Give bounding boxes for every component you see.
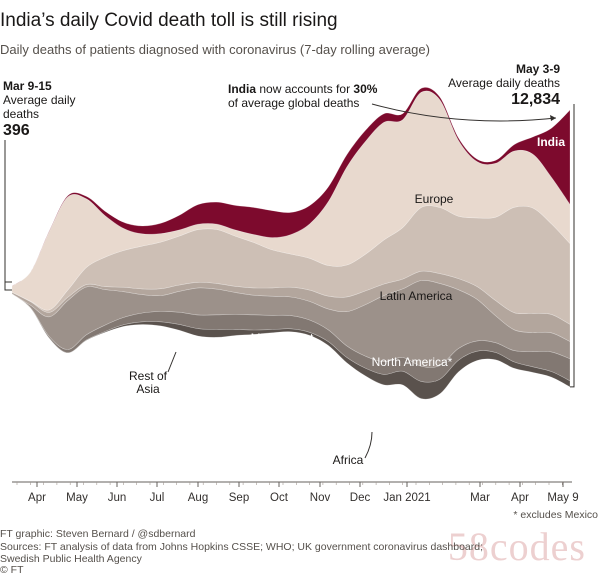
india-share-arrow: [371, 103, 557, 122]
india-share-annotation: India now accounts for 30% of average gl…: [228, 82, 377, 110]
end-bracket: [570, 104, 575, 388]
end-period: May 3-9: [515, 62, 560, 76]
series-labels: India Europe Latin America Middle East North…: [129, 135, 565, 467]
rest-of-asia-leader: [167, 351, 177, 373]
layer-india: [11, 87, 571, 287]
india-share-text1: now accounts for: [256, 82, 354, 96]
series-label-europe: Europe: [415, 192, 454, 206]
x-tick-label: Dec: [350, 492, 371, 504]
footer-sources-2: Swedish Public Health Agency: [0, 553, 142, 565]
india-share-arrowhead: [550, 115, 556, 121]
end-annotation: May 3-9 Average daily deaths 12,834: [448, 62, 560, 109]
series-label-india: India: [537, 135, 565, 149]
x-tick-label: May: [66, 492, 88, 504]
start-label-line1: Average daily: [3, 93, 76, 107]
series-label-north-america: North America*: [372, 355, 453, 369]
x-tick-label: Sep: [229, 492, 249, 504]
chart-title: India’s daily Covid death toll is still …: [0, 10, 338, 31]
x-axis: Apr May Jun Jul Aug Sep Oct Nov Dec Jan 2021 Mar Ap…: [12, 481, 579, 504]
series-label-rest-of-asia: Rest of: [129, 369, 168, 383]
end-label: Average daily deaths: [448, 76, 560, 90]
start-annotation: Mar 9-15 Average daily deaths 396: [3, 79, 76, 140]
x-tick-label: Jun: [108, 492, 127, 504]
start-bracket: [4, 140, 12, 291]
chart-subtitle: Daily deaths of patients diagnosed with …: [0, 42, 430, 57]
africa-leader: [364, 431, 373, 459]
x-tick-label: Nov: [310, 492, 331, 504]
series-label-africa: Africa: [333, 453, 364, 467]
footer-graphic: FT graphic: Steven Bernard / @sdbernard: [0, 528, 196, 540]
stream-layers: [11, 87, 571, 400]
x-tick-label: Jul: [150, 492, 165, 504]
start-period: Mar 9-15: [3, 79, 52, 93]
leader-lines: [4, 103, 575, 388]
series-label-latin-america: Latin America: [380, 289, 453, 303]
footer-sources-1: Sources: FT analysis of data from Johns …: [0, 541, 484, 553]
layer-middle-east: [11, 270, 571, 343]
series-label-middle-east: Middle East: [251, 331, 314, 345]
india-share-text2: of average global deaths: [228, 96, 360, 110]
start-label-line2: deaths: [3, 107, 40, 121]
x-tick-label: May 9: [547, 492, 578, 504]
x-tick-label: Jan 2021: [383, 492, 430, 504]
x-tick-label: Apr: [511, 492, 529, 504]
watermark-logo: 58codes: [447, 524, 586, 569]
footnote-excludes: * excludes Mexico: [513, 509, 598, 521]
start-value: 396: [3, 122, 30, 139]
x-tick-label: Apr: [28, 492, 46, 504]
x-tick-label: Mar: [470, 492, 490, 504]
india-share-pct: 30%: [353, 82, 378, 96]
footer-copyright: © FT: [0, 564, 24, 576]
x-tick-label: Aug: [188, 492, 208, 504]
end-value: 12,834: [511, 91, 560, 108]
x-tick-label: Oct: [270, 492, 289, 504]
india-share-bold: India: [228, 82, 257, 96]
series-label-rest-of-asia: Asia: [136, 382, 160, 396]
